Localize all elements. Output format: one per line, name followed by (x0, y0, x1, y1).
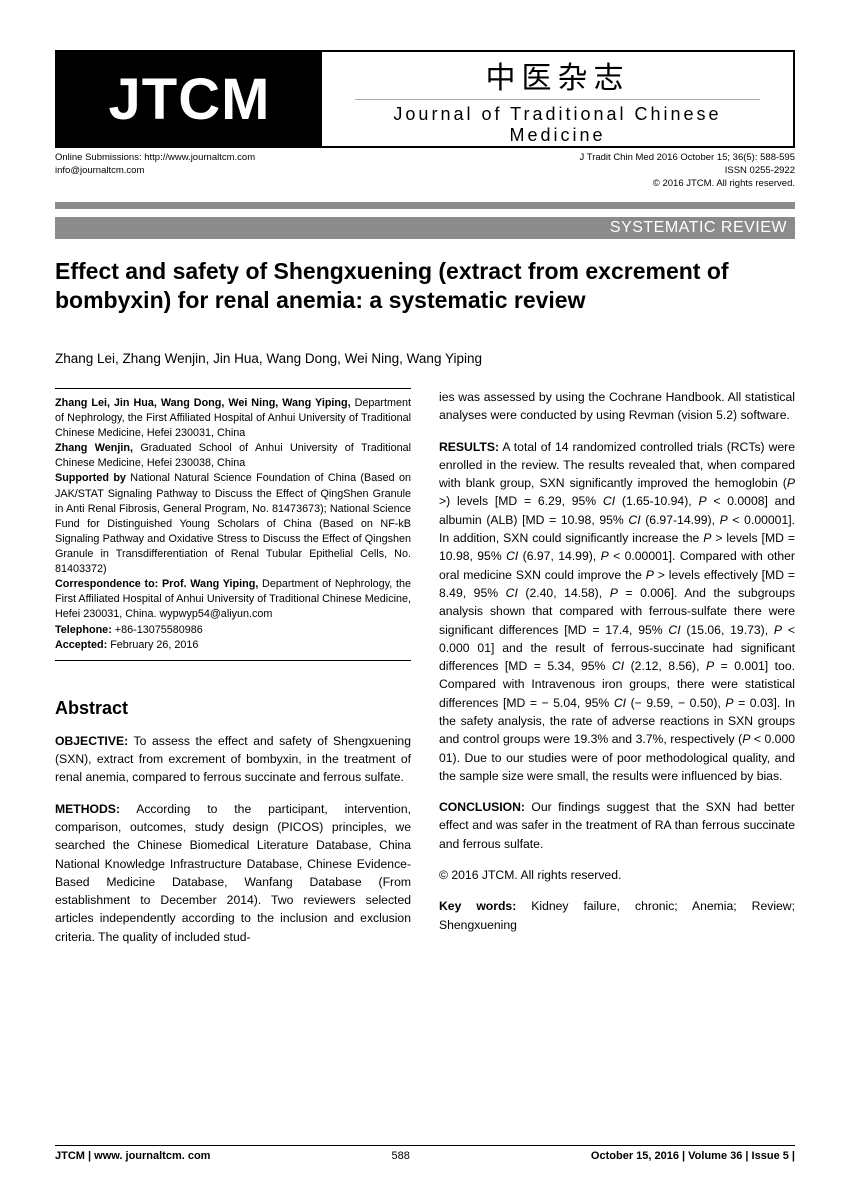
journal-logo: JTCM (57, 52, 322, 146)
footer-left-text: JTCM | www. journaltcm. com (55, 1150, 210, 1162)
r15: (2.12, 8.56), (624, 659, 706, 673)
keywords-para: Key words: Kidney failure, chronic; Anem… (439, 897, 795, 934)
contact-email: info@journaltcm.com (55, 165, 255, 178)
masthead-title-block: 中医杂志 Journal of Traditional Chinese Medi… (322, 52, 793, 146)
ci5: CI (668, 623, 680, 637)
footer-left: JTCM | www. journaltcm. com (55, 1150, 210, 1162)
ci4: CI (506, 586, 518, 600)
affil-authors-2: Zhang Wenjin, (55, 442, 133, 454)
ci7: CI (614, 696, 626, 710)
abstract-copyright: © 2016 JTCM. All rights reserved. (439, 866, 795, 884)
results-label: RESULTS: (439, 440, 499, 454)
p6: P (646, 568, 654, 582)
journal-title-chinese: 中医杂志 (486, 53, 630, 97)
telephone-label: Telephone: (55, 624, 112, 636)
p7: P (610, 586, 618, 600)
p2: P (698, 494, 706, 508)
section-banner: SYSTEMATIC REVIEW (55, 202, 795, 239)
methods-cont: ies was assessed by using the Cochrane H… (439, 388, 795, 425)
ci2: CI (628, 513, 640, 527)
masthead: JTCM 中医杂志 Journal of Traditional Chinese… (55, 50, 795, 148)
p1: P (787, 476, 795, 490)
r5: (6.97-14.99), (641, 513, 720, 527)
affil-authors-1: Zhang Lei, Jin Hua, Wang Dong, Wei Ning,… (55, 397, 351, 409)
conclusion-para: CONCLUSION: Our findings suggest that th… (439, 798, 795, 853)
r13: (15.06, 19.73), (681, 623, 774, 637)
correspondence-label: Correspondence to: Prof. Wang Yiping, (55, 578, 258, 590)
column-left: Zhang Lei, Jin Hua, Wang Dong, Wei Ning,… (55, 388, 411, 959)
accepted-label: Accepted: (55, 639, 107, 651)
meta-right: J Tradit Chin Med 2016 October 15; 36(5)… (580, 152, 795, 190)
page-number: 588 (392, 1150, 410, 1162)
article-authors: Zhang Lei, Zhang Wenjin, Jin Hua, Wang D… (55, 351, 795, 366)
citation: J Tradit Chin Med 2016 October 15; 36(5)… (580, 152, 795, 165)
affiliations-block: Zhang Lei, Jin Hua, Wang Dong, Wei Ning,… (55, 388, 411, 661)
results-para: RESULTS: A total of 14 randomized contro… (439, 438, 795, 786)
copyright-header: © 2016 JTCM. All rights reserved. (580, 178, 795, 191)
grey-rule-top (55, 202, 795, 209)
objective-label: OBJECTIVE: (55, 734, 128, 748)
issn: ISSN 0255-2922 (580, 165, 795, 178)
page: JTCM 中医杂志 Journal of Traditional Chinese… (0, 0, 850, 1202)
r11: (2.40, 14.58), (518, 586, 610, 600)
ci3: CI (506, 549, 518, 563)
footer-right: October 15, 2016 | Volume 36 | Issue 5 | (591, 1150, 795, 1162)
article-title: Effect and safety of Shengxuening (extra… (55, 257, 795, 315)
r17: (− 9.59, − 0.50), (626, 696, 725, 710)
supported-label: Supported by (55, 472, 126, 484)
ci6: CI (612, 659, 624, 673)
body-columns: Zhang Lei, Jin Hua, Wang Dong, Wei Ning,… (55, 388, 795, 959)
accepted-text: February 26, 2016 (107, 639, 198, 651)
telephone-text: +86-13075580986 (112, 624, 203, 636)
supported-text: National Natural Science Foundation of C… (55, 472, 411, 575)
page-footer: JTCM | www. journaltcm. com 588 October … (55, 1145, 795, 1162)
methods-text: According to the participant, interventi… (55, 802, 411, 944)
objective-para: OBJECTIVE: To assess the effect and safe… (55, 732, 411, 787)
section-label: SYSTEMATIC REVIEW (610, 219, 787, 237)
r2: >) levels [MD = 6.29, 95% (439, 494, 603, 508)
column-right: ies was assessed by using the Cochrane H… (439, 388, 795, 959)
methods-para: METHODS: According to the participant, i… (55, 800, 411, 946)
p9: P (706, 659, 714, 673)
r8: (6.97, 14.99), (518, 549, 600, 563)
methods-label: METHODS: (55, 802, 120, 816)
meta-row: Online Submissions: http://www.journaltc… (55, 152, 795, 190)
section-bar: SYSTEMATIC REVIEW (55, 217, 795, 239)
footer-right-text: October 15, 2016 | Volume 36 | Issue 5 | (591, 1150, 795, 1162)
keywords-label: Key words: (439, 899, 516, 913)
p3: P (720, 513, 728, 527)
journal-title-english: Journal of Traditional Chinese Medicine (355, 99, 761, 146)
r3: (1.65-10.94), (615, 494, 698, 508)
p5: P (601, 549, 609, 563)
p10: P (725, 696, 733, 710)
submission-url: Online Submissions: http://www.journaltc… (55, 152, 255, 165)
ci1: CI (603, 494, 615, 508)
conclusion-label: CONCLUSION: (439, 800, 525, 814)
meta-left: Online Submissions: http://www.journaltc… (55, 152, 255, 190)
p8: P (774, 623, 782, 637)
abstract-heading: Abstract (55, 695, 411, 722)
